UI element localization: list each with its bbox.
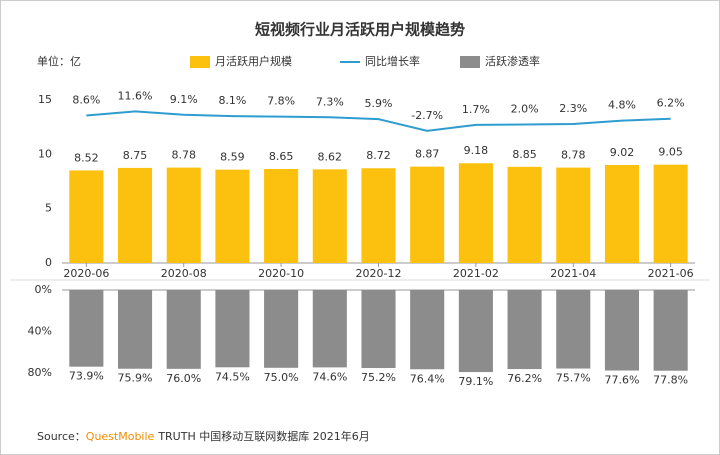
- line: [86, 110, 671, 132]
- value-label: 8.1%: [218, 94, 246, 107]
- value-label: 5.9%: [365, 97, 393, 110]
- bar: [507, 290, 542, 370]
- value-label: 74.5%: [215, 370, 250, 383]
- y-tick-label: 80%: [28, 366, 52, 379]
- value-label: 2.0%: [511, 102, 539, 115]
- value-label: 9.1%: [170, 93, 198, 106]
- value-label: 76.0%: [166, 372, 201, 385]
- bar: [215, 290, 250, 368]
- value-label: 8.62: [318, 150, 343, 163]
- unit-label: 单位：亿: [37, 54, 81, 68]
- value-label: 76.4%: [410, 372, 445, 385]
- value-label: 75.9%: [118, 372, 153, 385]
- value-label: 9.18: [464, 144, 489, 157]
- bar: [556, 290, 591, 369]
- bar: [653, 290, 688, 371]
- value-label: 9.05: [658, 146, 683, 159]
- value-label: 75.2%: [361, 371, 396, 384]
- legend-swatch: [190, 56, 210, 68]
- legend-swatch: [460, 56, 480, 68]
- bar: [69, 170, 104, 263]
- bar: [653, 164, 688, 263]
- value-label: -2.7%: [411, 109, 443, 122]
- bar: [312, 169, 347, 263]
- bar: [458, 290, 493, 373]
- source-brand: QuestMobile: [86, 430, 155, 443]
- bar: [166, 167, 201, 263]
- value-label: 8.87: [415, 148, 440, 161]
- value-label: 7.3%: [316, 95, 344, 108]
- y-tick-label: 5: [45, 202, 52, 215]
- value-label: 8.65: [269, 150, 294, 163]
- value-label: 7.8%: [267, 95, 295, 108]
- value-label: 11.6%: [118, 89, 153, 102]
- x-tick-label: 2020-12: [356, 267, 402, 280]
- bar: [410, 290, 445, 370]
- y-tick-label: 0: [45, 256, 52, 269]
- bar: [507, 166, 542, 263]
- value-label: 8.6%: [72, 93, 100, 106]
- value-label: 9.02: [610, 146, 635, 159]
- value-label: 77.8%: [653, 374, 688, 387]
- value-label: 8.78: [561, 149, 586, 162]
- value-label: 8.72: [366, 149, 391, 162]
- legend-label: 活跃渗透率: [485, 54, 540, 68]
- source-prefix: Source：: [37, 430, 86, 443]
- value-label: 2.3%: [559, 102, 587, 115]
- value-label: 76.2%: [507, 372, 542, 385]
- y-tick-label: 0%: [35, 283, 52, 296]
- bar: [604, 164, 640, 263]
- value-label: 74.6%: [312, 370, 347, 383]
- bar: [556, 167, 591, 263]
- bar: [166, 290, 201, 369]
- x-tick-label: 2020-08: [161, 267, 207, 280]
- value-label: 8.75: [123, 149, 148, 162]
- bar: [410, 166, 445, 263]
- bar: [361, 290, 396, 369]
- value-label: 8.59: [220, 151, 245, 164]
- bar: [604, 290, 640, 371]
- bar: [312, 290, 347, 368]
- y-tick-label: 10: [38, 147, 52, 160]
- legend-label: 月活跃用户规模: [215, 54, 292, 68]
- value-label: 75.0%: [264, 371, 299, 384]
- bar: [117, 290, 153, 369]
- bar: [458, 163, 493, 263]
- bar: [117, 167, 153, 263]
- value-label: 4.8%: [608, 99, 636, 112]
- source-text: TRUTH 中国移动互联网数据库 2021年6月: [157, 429, 369, 443]
- x-tick-label: 2021-02: [453, 267, 499, 280]
- value-label: 8.78: [171, 149, 196, 162]
- x-tick-label: 2020-10: [258, 267, 304, 280]
- x-tick-label: 2021-06: [648, 267, 694, 280]
- bar: [69, 290, 104, 367]
- value-label: 6.2%: [657, 97, 685, 110]
- value-label: 1.7%: [462, 103, 490, 116]
- legend-label: 同比增长率: [365, 54, 420, 68]
- value-label: 79.1%: [458, 375, 493, 388]
- value-label: 8.52: [74, 151, 99, 164]
- x-tick-label: 2020-06: [63, 267, 109, 280]
- value-label: 75.7%: [556, 372, 591, 385]
- bar: [361, 168, 396, 263]
- x-tick-label: 2021-04: [550, 267, 596, 280]
- source: Source：QuestMobile TRUTH 中国移动互联网数据库 2021年…: [37, 429, 370, 443]
- y-tick-label: 15: [38, 93, 52, 106]
- bar: [215, 169, 250, 263]
- value-label: 77.6%: [604, 374, 639, 387]
- y-tick-label: 40%: [28, 325, 52, 338]
- chart-title: 短视频行业月活跃用户规模趋势: [255, 21, 465, 39]
- value-label: 8.85: [512, 148, 537, 161]
- bar: [264, 169, 299, 263]
- value-label: 73.9%: [69, 370, 104, 383]
- bar: [264, 290, 299, 368]
